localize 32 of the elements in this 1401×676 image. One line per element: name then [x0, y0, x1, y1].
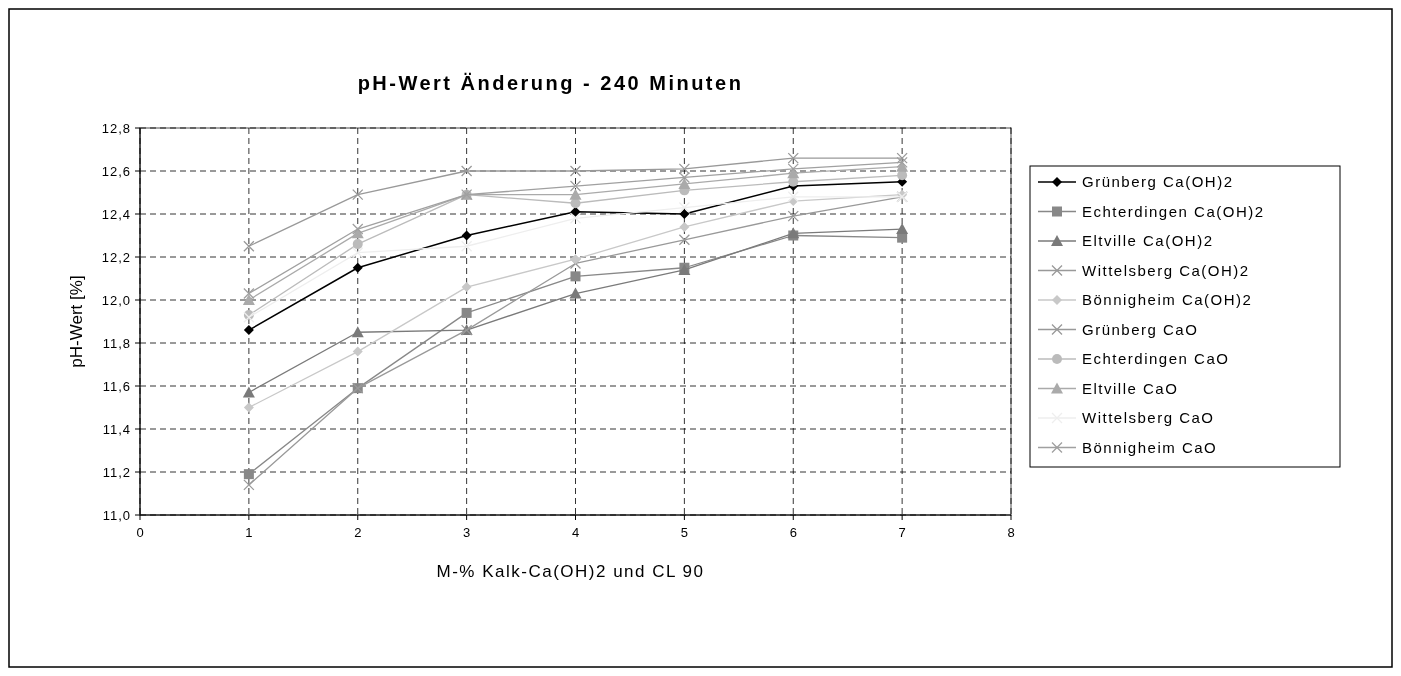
legend-label: Echterdingen CaO: [1082, 350, 1230, 368]
x-tick-label: 7: [898, 525, 906, 540]
y-tick-label: 12,8: [101, 120, 131, 136]
x-tick-label: 8: [1007, 525, 1015, 540]
legend-label: Grünberg Ca(OH)2: [1082, 173, 1234, 191]
x-tick-label: 5: [680, 525, 688, 540]
legend-label: Wittelsberg Ca(OH)2: [1082, 261, 1250, 279]
y-tick-label: 11,6: [102, 378, 131, 394]
legend-label: Bönnigheim CaO: [1082, 438, 1218, 456]
y-tick-label: 12,0: [101, 292, 131, 308]
y-tick-label: 12,4: [101, 206, 131, 222]
x-tick-label: 3: [463, 525, 471, 540]
y-tick-label: 11,2: [102, 464, 131, 480]
y-tick-label: 11,4: [102, 421, 131, 437]
y-tick-label: 11,8: [102, 335, 131, 351]
y-tick-label: 12,2: [101, 249, 131, 265]
legend-label: Eltville CaO: [1082, 379, 1179, 397]
legend-label: Echterdingen Ca(OH)2: [1082, 202, 1265, 220]
y-axis-title: pH-Wert [%]: [67, 275, 86, 368]
x-tick-label: 4: [571, 525, 580, 540]
x-tick-label: 6: [789, 525, 797, 540]
x-tick-label: 2: [354, 525, 362, 540]
y-tick-label: 11,0: [102, 507, 131, 523]
x-tick-label: 1: [245, 525, 253, 540]
legend-label: Eltville Ca(OH)2: [1082, 232, 1214, 250]
x-axis-title: M-% Kalk-Ca(OH)2 und CL 90: [436, 562, 705, 581]
legend-label: Grünberg CaO: [1082, 320, 1199, 338]
chart-title: pH-Wert Änderung - 240 Minuten: [357, 72, 744, 94]
legend-label: Bönnigheim Ca(OH)2: [1082, 291, 1253, 309]
x-tick-label: 0: [136, 525, 144, 540]
legend-label: Wittelsberg CaO: [1082, 409, 1215, 427]
y-tick-label: 12,6: [101, 163, 131, 179]
